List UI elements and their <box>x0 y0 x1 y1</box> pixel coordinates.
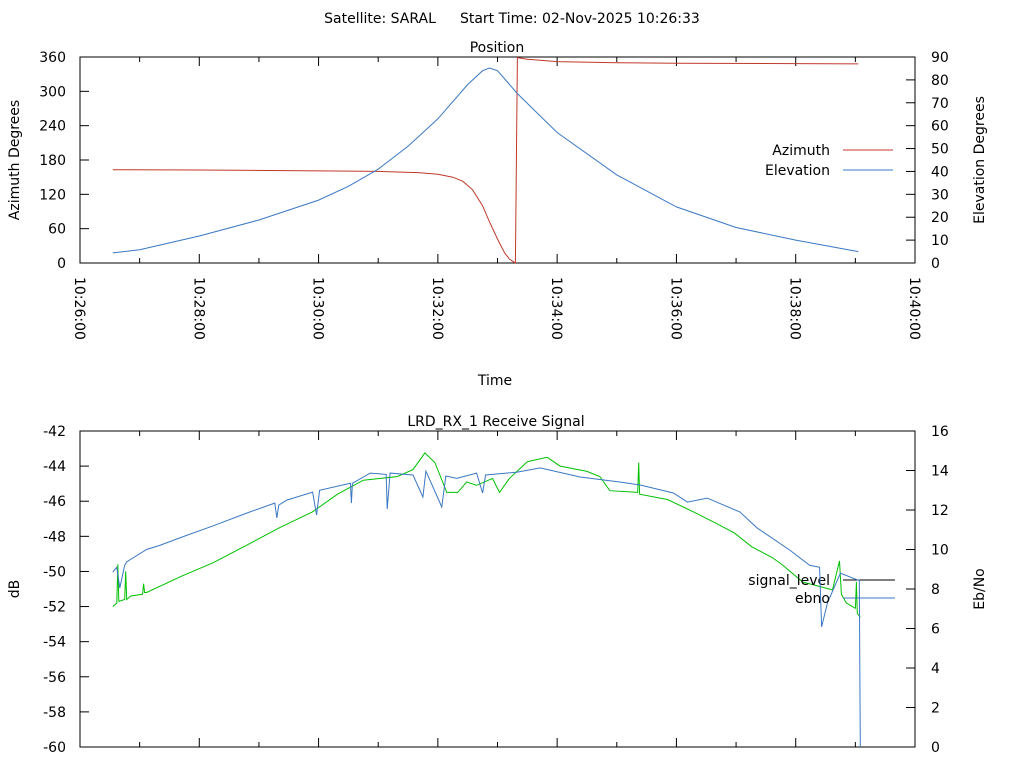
y2-tick-label: 10 <box>931 233 949 249</box>
y2-tick-label: 8 <box>931 582 940 598</box>
satellite-name: Satellite: SARAL <box>324 11 436 27</box>
y2-tick-label: 12 <box>931 503 949 519</box>
y2-tick-label: 90 <box>931 50 949 66</box>
y-tick-label: -42 <box>43 424 66 440</box>
y2-tick-label: 50 <box>931 142 949 158</box>
x-tick-label: 10:28:00 <box>190 277 206 340</box>
x-tick-label: 10:38:00 <box>787 277 803 340</box>
series-line-azimuth <box>112 57 859 264</box>
legend-label: Azimuth <box>772 143 830 159</box>
position-chart: 10:26:00 10:28:00 10:30:00 10:32:00 10:34:00… <box>39 50 949 340</box>
y2-tick-label: 4 <box>931 661 940 677</box>
y-tick-label: -46 <box>43 494 66 510</box>
y2-tick-label: 16 <box>931 424 949 440</box>
y2-tick-label: 6 <box>931 622 940 638</box>
x-tick-label: 10:36:00 <box>667 277 683 340</box>
y2-tick-label: 70 <box>931 96 949 112</box>
header-title: Satellite: SARAL Start Time: 02-Nov-2025 … <box>324 11 700 27</box>
start-time: Start Time: 02-Nov-2025 10:26:33 <box>460 11 700 27</box>
y-tick-label: 180 <box>39 153 66 169</box>
y-tick-label: -56 <box>43 670 66 686</box>
y-tick-label: -48 <box>43 529 66 545</box>
y-tick-label: 60 <box>48 222 66 238</box>
position-chart-title: Position <box>470 40 525 56</box>
db-axis-label: dB <box>7 580 23 599</box>
series-line-ebno <box>112 467 861 748</box>
y-tick-label: -52 <box>43 600 66 616</box>
signal-chart: -60 -58 -56 -54 -52 -50 -48 -46 -44 -42 0 2 4 6 8 10 12 1… <box>43 424 949 756</box>
signal-chart-title: LRD_RX_1 Receive Signal <box>407 414 584 430</box>
y2-tick-label: 30 <box>931 187 949 203</box>
y-tick-label: -58 <box>43 705 66 721</box>
y2-tick-label: 0 <box>931 256 940 272</box>
y-tick-label: 120 <box>39 187 66 203</box>
elevation-axis-label: Elevation Degrees <box>972 96 988 224</box>
plot-frame <box>79 56 916 264</box>
y-tick-label: 240 <box>39 119 66 135</box>
azimuth-axis-label: Azimuth Degrees <box>7 100 23 220</box>
legend-label: ebno <box>795 591 830 607</box>
y-tick-label: 300 <box>39 84 66 100</box>
y-tick-label: 0 <box>57 256 66 272</box>
y-tick-label: -54 <box>43 635 66 651</box>
y2-tick-label: 60 <box>931 119 949 135</box>
series-line-elevation <box>112 67 859 254</box>
x-tick-label: 10:30:00 <box>310 277 326 340</box>
position-x-axis-label: Time <box>477 373 512 389</box>
ebno-axis-label: Eb/No <box>972 568 988 610</box>
y2-tick-label: 2 <box>931 701 940 717</box>
y2-tick-label: 40 <box>931 164 949 180</box>
y-tick-label: 360 <box>39 50 66 66</box>
y2-tick-label: 10 <box>931 543 949 559</box>
x-tick-label: 10:40:00 <box>906 277 922 340</box>
legend-label: signal_level <box>748 573 830 589</box>
y-tick-label: -44 <box>43 459 66 475</box>
y2-tick-label: 80 <box>931 73 949 89</box>
y2-tick-label: 0 <box>931 740 940 756</box>
y-tick-label: -50 <box>43 564 66 580</box>
series-line-signal-level <box>112 452 861 618</box>
y-tick-label: -60 <box>43 740 66 756</box>
legend-label: Elevation <box>765 163 830 179</box>
plot-frame <box>79 430 916 748</box>
y2-tick-label: 20 <box>931 210 949 226</box>
y2-tick-label: 14 <box>931 464 949 480</box>
x-tick-label: 10:32:00 <box>429 277 445 340</box>
x-tick-label: 10:34:00 <box>548 277 564 340</box>
x-tick-label: 10:26:00 <box>71 277 87 340</box>
